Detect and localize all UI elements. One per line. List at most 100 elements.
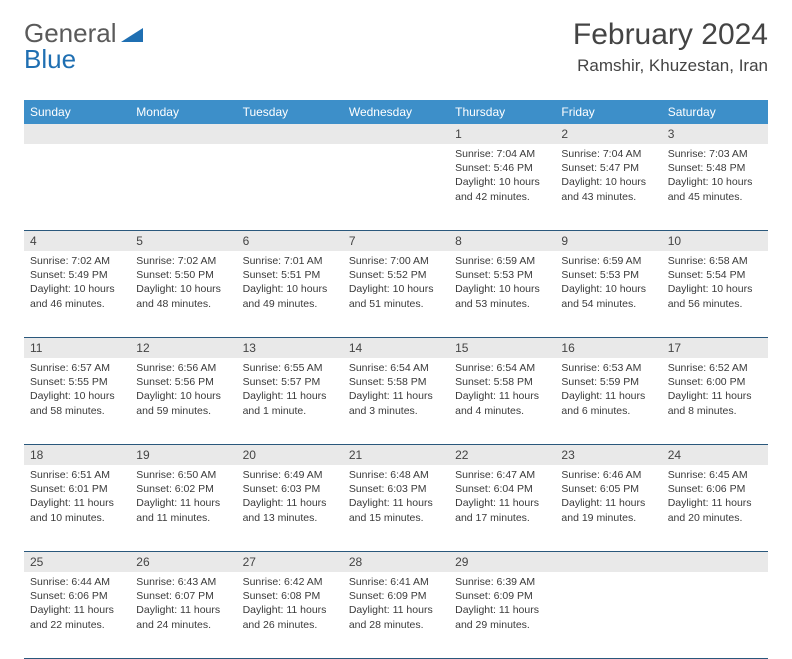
calendar-cell: Sunrise: 7:02 AMSunset: 5:50 PMDaylight:… xyxy=(130,251,236,337)
day-number: 4 xyxy=(24,231,130,251)
page-header: General February 2024 Ramshir, Khuzestan… xyxy=(24,18,768,76)
daylight-text: Daylight: 10 hours and 59 minutes. xyxy=(136,389,230,417)
brand-blue-wrap: Blue xyxy=(24,44,76,75)
calendar-cell: Sunrise: 6:57 AMSunset: 5:55 PMDaylight:… xyxy=(24,358,130,444)
daylight-text: Daylight: 10 hours and 45 minutes. xyxy=(668,175,762,203)
calendar-cell: Sunrise: 6:53 AMSunset: 5:59 PMDaylight:… xyxy=(555,358,661,444)
calendar-cell: Sunrise: 6:58 AMSunset: 5:54 PMDaylight:… xyxy=(662,251,768,337)
sunset-text: Sunset: 6:03 PM xyxy=(243,482,337,496)
calendar-cell: Sunrise: 7:04 AMSunset: 5:47 PMDaylight:… xyxy=(555,144,661,230)
sunset-text: Sunset: 5:50 PM xyxy=(136,268,230,282)
daylight-text: Daylight: 10 hours and 56 minutes. xyxy=(668,282,762,310)
sunrise-text: Sunrise: 6:50 AM xyxy=(136,468,230,482)
week-row: Sunrise: 7:02 AMSunset: 5:49 PMDaylight:… xyxy=(24,251,768,338)
sunrise-text: Sunrise: 6:47 AM xyxy=(455,468,549,482)
day-number: 12 xyxy=(130,338,236,358)
sunset-text: Sunset: 6:01 PM xyxy=(30,482,124,496)
sunrise-text: Sunrise: 6:59 AM xyxy=(561,254,655,268)
weekday-label: Wednesday xyxy=(343,100,449,124)
calendar-cell: Sunrise: 6:46 AMSunset: 6:05 PMDaylight:… xyxy=(555,465,661,551)
daylight-text: Daylight: 11 hours and 19 minutes. xyxy=(561,496,655,524)
sunrise-text: Sunrise: 7:02 AM xyxy=(30,254,124,268)
sunset-text: Sunset: 5:57 PM xyxy=(243,375,337,389)
calendar-cell: Sunrise: 6:44 AMSunset: 6:06 PMDaylight:… xyxy=(24,572,130,658)
calendar-cell xyxy=(343,144,449,230)
day-number: 20 xyxy=(237,445,343,465)
calendar-cell: Sunrise: 6:54 AMSunset: 5:58 PMDaylight:… xyxy=(343,358,449,444)
weekday-label: Thursday xyxy=(449,100,555,124)
sunrise-text: Sunrise: 6:58 AM xyxy=(668,254,762,268)
calendar-cell: Sunrise: 6:47 AMSunset: 6:04 PMDaylight:… xyxy=(449,465,555,551)
sunset-text: Sunset: 6:04 PM xyxy=(455,482,549,496)
sunrise-text: Sunrise: 7:04 AM xyxy=(455,147,549,161)
calendar-cell: Sunrise: 6:49 AMSunset: 6:03 PMDaylight:… xyxy=(237,465,343,551)
day-number: 23 xyxy=(555,445,661,465)
weekday-label: Monday xyxy=(130,100,236,124)
brand-blue: Blue xyxy=(24,44,76,74)
sunrise-text: Sunrise: 7:00 AM xyxy=(349,254,443,268)
sunrise-text: Sunrise: 6:54 AM xyxy=(455,361,549,375)
daylight-text: Daylight: 11 hours and 13 minutes. xyxy=(243,496,337,524)
weekday-label: Sunday xyxy=(24,100,130,124)
day-number: 25 xyxy=(24,552,130,572)
daylight-text: Daylight: 11 hours and 15 minutes. xyxy=(349,496,443,524)
day-number: 28 xyxy=(343,552,449,572)
day-number-row: 2526272829 xyxy=(24,552,768,572)
sunrise-text: Sunrise: 7:02 AM xyxy=(136,254,230,268)
sunset-text: Sunset: 5:56 PM xyxy=(136,375,230,389)
day-number: 8 xyxy=(449,231,555,251)
sunset-text: Sunset: 5:54 PM xyxy=(668,268,762,282)
daylight-text: Daylight: 10 hours and 46 minutes. xyxy=(30,282,124,310)
sunset-text: Sunset: 6:06 PM xyxy=(668,482,762,496)
day-number-row: 11121314151617 xyxy=(24,338,768,358)
daylight-text: Daylight: 11 hours and 11 minutes. xyxy=(136,496,230,524)
day-number: 21 xyxy=(343,445,449,465)
sunrise-text: Sunrise: 6:39 AM xyxy=(455,575,549,589)
day-number: 11 xyxy=(24,338,130,358)
sunrise-text: Sunrise: 6:45 AM xyxy=(668,468,762,482)
sunrise-text: Sunrise: 6:41 AM xyxy=(349,575,443,589)
calendar-cell: Sunrise: 7:03 AMSunset: 5:48 PMDaylight:… xyxy=(662,144,768,230)
sunset-text: Sunset: 5:48 PM xyxy=(668,161,762,175)
daylight-text: Daylight: 10 hours and 42 minutes. xyxy=(455,175,549,203)
sunset-text: Sunset: 6:03 PM xyxy=(349,482,443,496)
day-number: 2 xyxy=(555,124,661,144)
day-number: 26 xyxy=(130,552,236,572)
calendar-cell xyxy=(555,572,661,658)
sunrise-text: Sunrise: 6:54 AM xyxy=(349,361,443,375)
title-block: February 2024 Ramshir, Khuzestan, Iran xyxy=(573,18,768,76)
daylight-text: Daylight: 11 hours and 6 minutes. xyxy=(561,389,655,417)
daylight-text: Daylight: 11 hours and 4 minutes. xyxy=(455,389,549,417)
calendar-cell xyxy=(24,144,130,230)
calendar-cell: Sunrise: 6:45 AMSunset: 6:06 PMDaylight:… xyxy=(662,465,768,551)
day-number: 5 xyxy=(130,231,236,251)
day-number xyxy=(237,124,343,144)
daylight-text: Daylight: 11 hours and 22 minutes. xyxy=(30,603,124,631)
daylight-text: Daylight: 11 hours and 20 minutes. xyxy=(668,496,762,524)
calendar-cell: Sunrise: 7:00 AMSunset: 5:52 PMDaylight:… xyxy=(343,251,449,337)
daylight-text: Daylight: 10 hours and 43 minutes. xyxy=(561,175,655,203)
weekday-label: Tuesday xyxy=(237,100,343,124)
daylight-text: Daylight: 11 hours and 3 minutes. xyxy=(349,389,443,417)
daylight-text: Daylight: 11 hours and 10 minutes. xyxy=(30,496,124,524)
calendar-cell xyxy=(662,572,768,658)
calendar-cell xyxy=(130,144,236,230)
day-number: 13 xyxy=(237,338,343,358)
calendar-cell: Sunrise: 6:42 AMSunset: 6:08 PMDaylight:… xyxy=(237,572,343,658)
weekday-header: Sunday Monday Tuesday Wednesday Thursday… xyxy=(24,100,768,124)
daylight-text: Daylight: 10 hours and 53 minutes. xyxy=(455,282,549,310)
sunrise-text: Sunrise: 6:52 AM xyxy=(668,361,762,375)
day-number: 15 xyxy=(449,338,555,358)
month-title: February 2024 xyxy=(573,18,768,52)
daylight-text: Daylight: 11 hours and 1 minute. xyxy=(243,389,337,417)
sunset-text: Sunset: 6:08 PM xyxy=(243,589,337,603)
daylight-text: Daylight: 11 hours and 26 minutes. xyxy=(243,603,337,631)
sunrise-text: Sunrise: 6:49 AM xyxy=(243,468,337,482)
calendar-cell: Sunrise: 6:59 AMSunset: 5:53 PMDaylight:… xyxy=(449,251,555,337)
sunset-text: Sunset: 5:58 PM xyxy=(349,375,443,389)
daylight-text: Daylight: 11 hours and 17 minutes. xyxy=(455,496,549,524)
sunset-text: Sunset: 5:49 PM xyxy=(30,268,124,282)
sunrise-text: Sunrise: 7:01 AM xyxy=(243,254,337,268)
calendar-cell: Sunrise: 6:55 AMSunset: 5:57 PMDaylight:… xyxy=(237,358,343,444)
day-number: 27 xyxy=(237,552,343,572)
